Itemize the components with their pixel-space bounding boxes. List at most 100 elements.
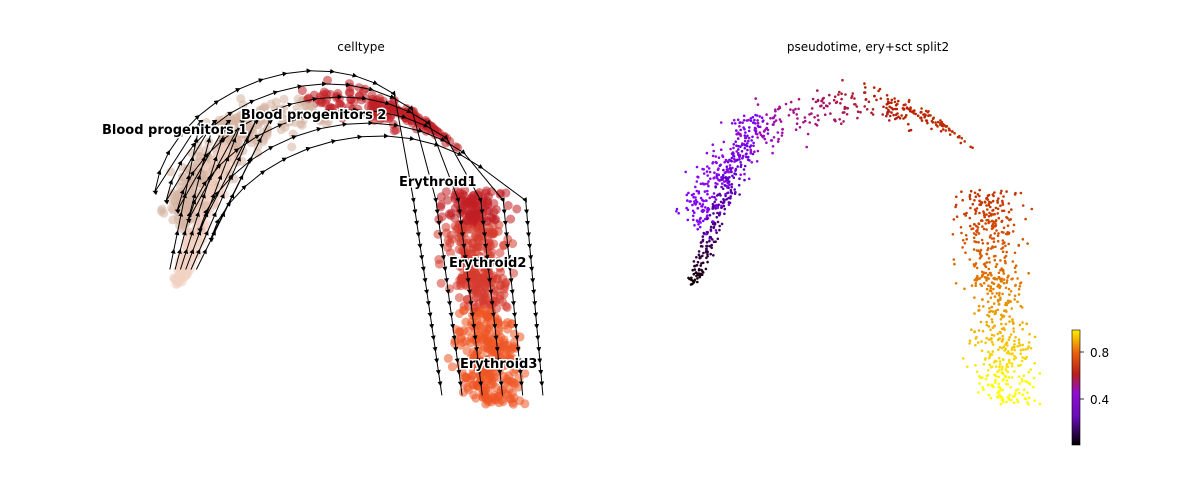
pseudotime-point <box>714 160 718 164</box>
pseudotime-point <box>999 388 1002 392</box>
pseudotime-point <box>999 296 1002 300</box>
pseudotime-point <box>754 97 757 100</box>
pseudotime-point <box>978 308 981 312</box>
pseudotime-point <box>690 276 693 280</box>
pseudotime-point <box>1002 272 1006 275</box>
pseudotime-point <box>999 277 1002 281</box>
pseudotime-point <box>1001 340 1004 343</box>
pseudotime-point <box>711 202 715 206</box>
pseudotime-point <box>989 272 992 275</box>
pseudotime-point <box>1026 391 1029 395</box>
pseudotime-point <box>739 161 742 164</box>
pseudotime-point <box>978 382 981 385</box>
pseudotime-point <box>1021 327 1024 331</box>
pseudotime-point <box>750 139 753 142</box>
pseudotime-point <box>1020 359 1024 363</box>
pseudotime-point <box>769 117 772 120</box>
pseudotime-point <box>985 204 988 207</box>
pseudotime-point <box>980 284 983 288</box>
cell-point <box>483 375 493 385</box>
pseudotime-point <box>988 310 991 314</box>
pseudotime-point <box>972 232 976 235</box>
pseudotime-point <box>794 128 798 131</box>
pseudotime-point <box>702 172 706 175</box>
pseudotime-point <box>982 305 985 308</box>
pseudotime-point <box>711 154 715 158</box>
pseudotime-point <box>983 215 986 219</box>
pseudotime-point <box>760 116 764 119</box>
pseudotime-point <box>932 116 935 120</box>
cell-point <box>236 94 246 104</box>
pseudotime-point <box>973 330 976 334</box>
pseudotime-point <box>732 176 736 179</box>
pseudotime-point <box>980 238 984 242</box>
pseudotime-point <box>972 248 976 251</box>
pseudotime-point <box>992 282 995 285</box>
pseudotime-point <box>693 268 697 271</box>
pseudotime-point <box>974 337 977 340</box>
pseudotime-point <box>997 348 1000 352</box>
pseudotime-point <box>715 203 718 207</box>
cell-point <box>462 346 472 356</box>
pseudotime-point <box>733 172 736 175</box>
pseudotime-point <box>871 113 875 116</box>
pseudotime-point <box>828 102 831 105</box>
pseudotime-point <box>718 212 721 215</box>
pseudotime-point <box>1008 293 1011 296</box>
pseudotime-point <box>863 91 866 94</box>
pseudotime-point <box>1005 400 1008 404</box>
pseudotime-point <box>728 170 731 174</box>
pseudotime-point <box>746 148 749 152</box>
pseudotime-point <box>999 191 1003 195</box>
pseudotime-point <box>705 247 708 251</box>
pseudotime-point <box>982 281 986 285</box>
cell-point <box>465 197 475 207</box>
pseudotime-point <box>1011 230 1015 233</box>
pseudotime-point <box>1016 400 1020 404</box>
pseudotime-point <box>741 121 744 124</box>
pseudotime-point <box>755 160 759 163</box>
pseudotime-point <box>691 214 695 218</box>
pseudotime-point <box>979 320 983 324</box>
pseudotime-point <box>722 140 726 144</box>
pseudotime-point <box>962 357 965 360</box>
pseudotime-point <box>960 136 964 140</box>
pseudotime-point <box>1013 339 1016 343</box>
pseudotime-point <box>838 118 841 121</box>
cell-point <box>459 326 469 335</box>
pseudotime-point <box>975 207 979 210</box>
pseudotime-point <box>726 168 730 171</box>
pseudotime-point <box>1012 223 1016 227</box>
pseudotime-point <box>890 111 893 114</box>
pseudotime-point <box>754 113 757 117</box>
pseudotime-point <box>1011 318 1014 321</box>
pseudotime-point <box>941 128 945 131</box>
pseudotime-point <box>1033 399 1036 403</box>
pseudotime-point <box>850 96 853 100</box>
pseudotime-point <box>979 248 983 252</box>
pseudotime-point <box>999 204 1002 207</box>
pseudotime-point <box>699 196 703 200</box>
pseudotime-point <box>978 194 981 198</box>
pseudotime-point <box>1008 361 1011 365</box>
pseudotime-points <box>675 78 1042 406</box>
pseudotime-point <box>701 182 705 185</box>
pseudotime-point <box>1004 343 1007 346</box>
pseudotime-point <box>822 101 825 105</box>
pseudotime-point <box>740 143 744 147</box>
pseudotime-point <box>1027 370 1031 374</box>
pseudotime-point <box>701 238 705 242</box>
pseudotime-point <box>732 118 736 122</box>
pseudotime-point <box>984 222 987 225</box>
pseudotime-point <box>703 182 707 186</box>
pseudotime-point <box>756 136 759 139</box>
pseudotime-point <box>742 168 746 171</box>
pseudotime-point <box>711 207 714 210</box>
pseudotime-point <box>985 336 988 340</box>
pseudotime-point <box>761 120 764 123</box>
pseudotime-point <box>991 223 995 226</box>
pseudotime-point <box>985 228 988 231</box>
pseudotime-point <box>897 115 900 119</box>
pseudotime-point <box>706 165 709 168</box>
pseudotime-point <box>888 114 892 118</box>
